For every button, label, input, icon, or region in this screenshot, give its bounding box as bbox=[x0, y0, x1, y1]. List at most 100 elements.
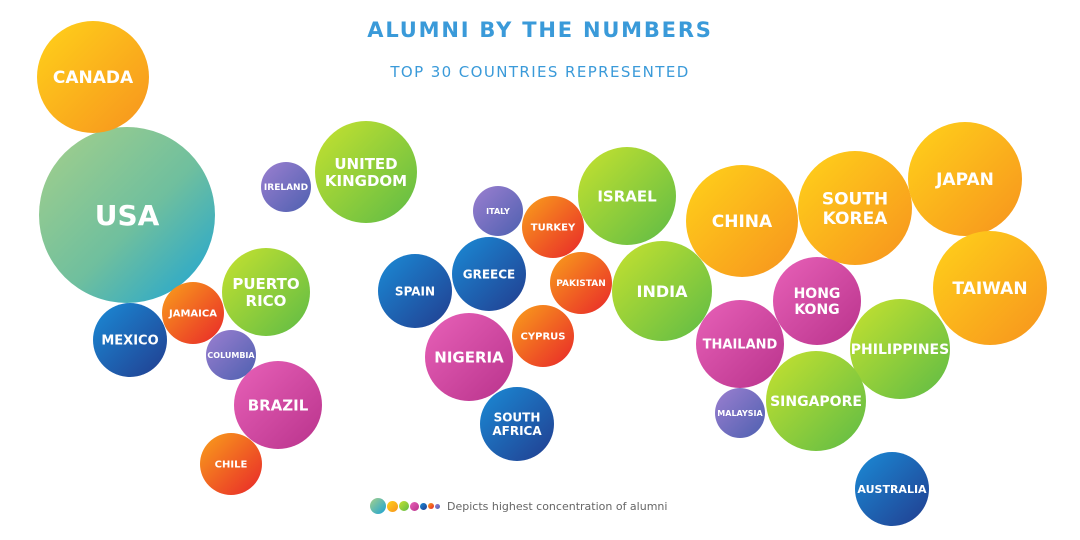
bubble-circle-thailand bbox=[696, 300, 784, 388]
bubble-jamaica: JAMAICA bbox=[162, 282, 224, 344]
bubble-ireland: IRELAND bbox=[261, 162, 311, 212]
legend: Depicts highest concentration of alumni bbox=[370, 498, 667, 514]
bubble-circle-spain bbox=[378, 254, 452, 328]
bubble-label-south-africa: SOUTH bbox=[494, 410, 541, 424]
bubble-circle-taiwan bbox=[933, 231, 1047, 345]
bubble-circle-cyprus bbox=[512, 305, 574, 367]
legend-dot bbox=[420, 502, 427, 510]
bubble-greece: GREECE bbox=[452, 237, 526, 311]
bubble-label-south-korea: KOREA bbox=[823, 209, 889, 229]
bubble-mexico: MEXICO bbox=[93, 303, 167, 377]
bubble-label-china: CHINA bbox=[712, 212, 773, 232]
bubble-circle-italy bbox=[473, 186, 523, 236]
bubble-circle-turkey bbox=[522, 196, 584, 258]
bubble-label-spain: SPAIN bbox=[395, 284, 435, 298]
bubble-spain: SPAIN bbox=[378, 254, 452, 328]
bubble-label-cyprus: CYPRUS bbox=[521, 332, 566, 343]
bubble-taiwan: TAIWAN bbox=[933, 231, 1047, 345]
bubble-label-south-korea: SOUTH bbox=[822, 189, 888, 209]
bubble-label-turkey: TURKEY bbox=[531, 223, 576, 234]
bubble-thailand: THAILAND bbox=[696, 300, 784, 388]
bubble-label-greece: GREECE bbox=[463, 267, 516, 281]
bubble-label-puerto-rico: PUERTO bbox=[232, 275, 299, 293]
bubble-label-chile: CHILE bbox=[215, 460, 248, 471]
bubble-circle-philippines bbox=[850, 299, 950, 399]
bubble-pakistan: PAKISTAN bbox=[550, 252, 612, 314]
bubble-circle-puerto-rico bbox=[222, 248, 310, 336]
bubble-circle-south-africa bbox=[480, 387, 554, 461]
bubble-italy: ITALY bbox=[473, 186, 523, 236]
bubble-label-thailand: THAILAND bbox=[703, 338, 778, 353]
bubble-singapore: SINGAPORE bbox=[766, 351, 866, 451]
bubble-israel: ISRAEL bbox=[578, 147, 676, 245]
bubble-circle-malaysia bbox=[715, 388, 765, 438]
bubble-label-south-africa: AFRICA bbox=[492, 424, 542, 438]
bubble-label-hong-kong: HONG bbox=[794, 286, 841, 302]
bubble-turkey: TURKEY bbox=[522, 196, 584, 258]
bubble-label-ireland: IRELAND bbox=[264, 183, 308, 193]
bubble-australia: AUSTRALIA bbox=[855, 452, 929, 526]
bubble-circle-jamaica bbox=[162, 282, 224, 344]
bubble-label-puerto-rico: RICO bbox=[246, 292, 287, 310]
legend-dot bbox=[435, 503, 440, 509]
bubble-label-singapore: SINGAPORE bbox=[770, 394, 862, 410]
bubble-circle-israel bbox=[578, 147, 676, 245]
bubble-japan: JAPAN bbox=[908, 122, 1022, 236]
bubble-circle-canada bbox=[37, 21, 149, 133]
bubble-circle-pakistan bbox=[550, 252, 612, 314]
bubble-circle-united-kingdom bbox=[315, 121, 417, 223]
legend-dot bbox=[399, 501, 409, 511]
bubble-chile: CHILE bbox=[200, 433, 262, 495]
bubble-circle-usa bbox=[39, 127, 215, 303]
bubble-nigeria: NIGERIA bbox=[425, 313, 513, 401]
bubble-india: INDIA bbox=[612, 241, 712, 341]
bubble-label-japan: JAPAN bbox=[935, 170, 994, 190]
bubble-malaysia: MALAYSIA bbox=[715, 388, 765, 438]
bubble-philippines: PHILIPPINES bbox=[850, 299, 950, 399]
chart-title: ALUMNI BY THE NUMBERS bbox=[367, 18, 713, 42]
bubble-label-united-kingdom: KINGDOM bbox=[325, 172, 407, 190]
bubble-circle-hong-kong bbox=[773, 257, 861, 345]
bubble-label-pakistan: PAKISTAN bbox=[556, 279, 605, 289]
bubble-circle-japan bbox=[908, 122, 1022, 236]
bubble-circle-nigeria bbox=[425, 313, 513, 401]
bubble-label-usa: USA bbox=[95, 199, 160, 232]
legend-dot bbox=[410, 501, 419, 511]
bubble-label-malaysia: MALAYSIA bbox=[717, 409, 763, 418]
bubble-circle-south-korea bbox=[798, 151, 912, 265]
bubble-columbia: COLUMBIA bbox=[206, 330, 256, 380]
bubble-label-israel: ISRAEL bbox=[597, 187, 657, 205]
bubble-label-mexico: MEXICO bbox=[101, 334, 158, 349]
chart-subtitle: TOP 30 COUNTRIES REPRESENTED bbox=[390, 63, 690, 81]
legend-text: Depicts highest concentration of alumni bbox=[447, 499, 668, 513]
bubble-label-columbia: COLUMBIA bbox=[207, 351, 255, 360]
bubble-brazil: BRAZIL bbox=[234, 361, 322, 449]
legend-dot bbox=[387, 500, 398, 512]
bubble-label-united-kingdom: UNITED bbox=[334, 155, 397, 173]
bubble-circle-mexico bbox=[93, 303, 167, 377]
bubble-label-australia: AUSTRALIA bbox=[857, 483, 927, 496]
bubble-circle-australia bbox=[855, 452, 929, 526]
bubble-circle-singapore bbox=[766, 351, 866, 451]
bubble-label-philippines: PHILIPPINES bbox=[851, 342, 949, 358]
bubble-label-india: INDIA bbox=[637, 282, 689, 301]
bubble-circle-greece bbox=[452, 237, 526, 311]
bubble-canada: CANADA bbox=[37, 21, 149, 133]
bubble-circle-china bbox=[686, 165, 798, 277]
bubble-label-hong-kong: KONG bbox=[794, 302, 839, 318]
legend-dot bbox=[428, 503, 434, 509]
bubble-china: CHINA bbox=[686, 165, 798, 277]
bubble-label-brazil: BRAZIL bbox=[248, 396, 309, 414]
legend-dot bbox=[370, 498, 386, 514]
bubble-circle-brazil bbox=[234, 361, 322, 449]
legend-dots bbox=[370, 498, 441, 514]
bubble-usa: USA bbox=[39, 127, 215, 303]
bubble-cyprus: CYPRUS bbox=[512, 305, 574, 367]
bubble-label-jamaica: JAMAICA bbox=[168, 309, 217, 320]
